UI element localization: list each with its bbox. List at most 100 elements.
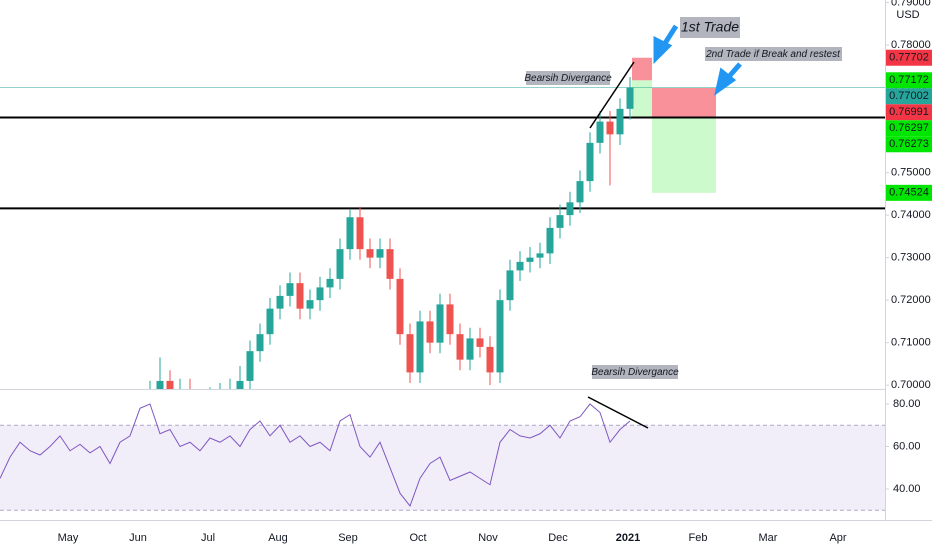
note: 1st Trade: [681, 19, 739, 35]
y-tick-label: 0.73000: [891, 252, 931, 264]
price-label: 0.77002: [889, 90, 929, 102]
candle-body: [256, 334, 264, 352]
y-tick-label: 0.71000: [891, 337, 931, 349]
price-label-box: [886, 120, 932, 137]
candle-body: [446, 304, 454, 335]
candle-body: [506, 270, 514, 301]
candle-body: [336, 249, 344, 279]
candle-body: [156, 380, 164, 389]
rsi-tick-label: 60.00: [893, 440, 921, 452]
trade-zone: [632, 80, 652, 118]
candle-body: [566, 202, 574, 216]
rsi-tick-label: 80.00: [893, 398, 921, 410]
x-tick-label: Apr: [829, 532, 846, 544]
price-label-box: [886, 49, 932, 66]
candle-body: [426, 321, 434, 343]
note: Bearsih Divergance: [524, 73, 612, 84]
candle-body: [496, 300, 504, 373]
rsi-pane: [0, 403, 885, 511]
y-tick-label: 0.78000: [891, 39, 931, 51]
y-tick-label: 0.70000: [891, 379, 931, 391]
x-tick-label: May: [58, 532, 79, 544]
candle-body: [596, 121, 604, 143]
rsi-divergence-line: [587, 396, 649, 429]
trade-zone: [652, 117, 716, 193]
candle-body: [476, 338, 484, 347]
candle-body: [416, 321, 424, 373]
price-label-box: [886, 104, 932, 121]
note-box: [526, 71, 610, 85]
candle-body: [296, 283, 304, 309]
candle-body: [466, 338, 474, 360]
x-tick-label: Nov: [478, 532, 498, 544]
candle-body: [406, 334, 414, 373]
candle-body: [396, 278, 404, 335]
candle-body: [306, 300, 314, 309]
price-label: 0.77702: [889, 52, 929, 64]
candle-body: [606, 121, 614, 135]
currency: USD: [896, 9, 919, 21]
price-label-box: [886, 88, 932, 105]
trade-zone: [632, 57, 652, 81]
price-pane: [0, 57, 885, 389]
candle-body: [276, 295, 284, 309]
candle-body: [436, 304, 444, 343]
note-box: [592, 365, 678, 379]
price-label: 0.76297: [889, 122, 929, 134]
price-label-box: [886, 72, 932, 89]
x-tick-label: 2021: [616, 532, 640, 544]
price-label: 0.76991: [889, 106, 929, 118]
divergence-line: [589, 61, 635, 129]
candle-body: [456, 334, 464, 360]
price-label: 0.74524: [889, 187, 929, 199]
candle-body: [616, 108, 624, 135]
note-box: [680, 17, 740, 38]
x-tick-label: Mar: [759, 532, 778, 544]
rsi-line: [0, 403, 631, 507]
arrow: [714, 62, 742, 96]
price-label-box: [886, 136, 932, 153]
y-tick-label: 0.79000: [891, 0, 931, 8]
x-tick-label: Sep: [338, 532, 358, 544]
candle-body: [536, 253, 544, 258]
price-label: 0.76273: [889, 138, 929, 150]
candle-body: [626, 87, 634, 109]
candle-body: [316, 287, 324, 301]
x-tick-label: Jul: [201, 532, 215, 544]
candle-body: [486, 346, 494, 373]
axes: 0.70000 0.71000 0.72000 0.73000 0.74000 0.750…: [58, 0, 932, 544]
x-tick-label: Dec: [548, 532, 568, 544]
trade-zone: [652, 87, 716, 118]
note: Bearsih Divergance: [591, 367, 679, 378]
candle-body: [376, 249, 384, 258]
rsi-band: [0, 425, 885, 511]
candle-body: [366, 249, 374, 258]
x-tick-label: Jun: [129, 532, 147, 544]
y-tick-label: 0.72000: [891, 294, 931, 306]
x-tick-label: Oct: [409, 532, 426, 544]
candle-body: [166, 380, 174, 389]
candle-body: [586, 142, 594, 182]
candle-body: [546, 227, 554, 254]
candle-body: [386, 249, 394, 279]
y-tick-label: 0.74000: [891, 209, 931, 221]
candle-body: [346, 217, 354, 250]
candle-body: [356, 217, 364, 250]
note: 2nd Trade if Break and restest: [705, 49, 841, 60]
candle-body: [236, 380, 244, 389]
candle-body: [286, 283, 294, 296]
arrow: [653, 24, 679, 65]
candle-body: [556, 215, 564, 228]
x-tick-label: Aug: [268, 532, 288, 544]
candle-body: [516, 261, 524, 271]
candle-body: [266, 308, 274, 335]
price-label-box: [886, 184, 932, 201]
candle-body: [326, 278, 334, 288]
candle-body: [576, 181, 584, 203]
candle-body: [526, 257, 534, 262]
price-label: 0.77172: [889, 74, 929, 86]
y-tick-label: 0.75000: [891, 167, 931, 179]
note-box: [705, 47, 842, 61]
